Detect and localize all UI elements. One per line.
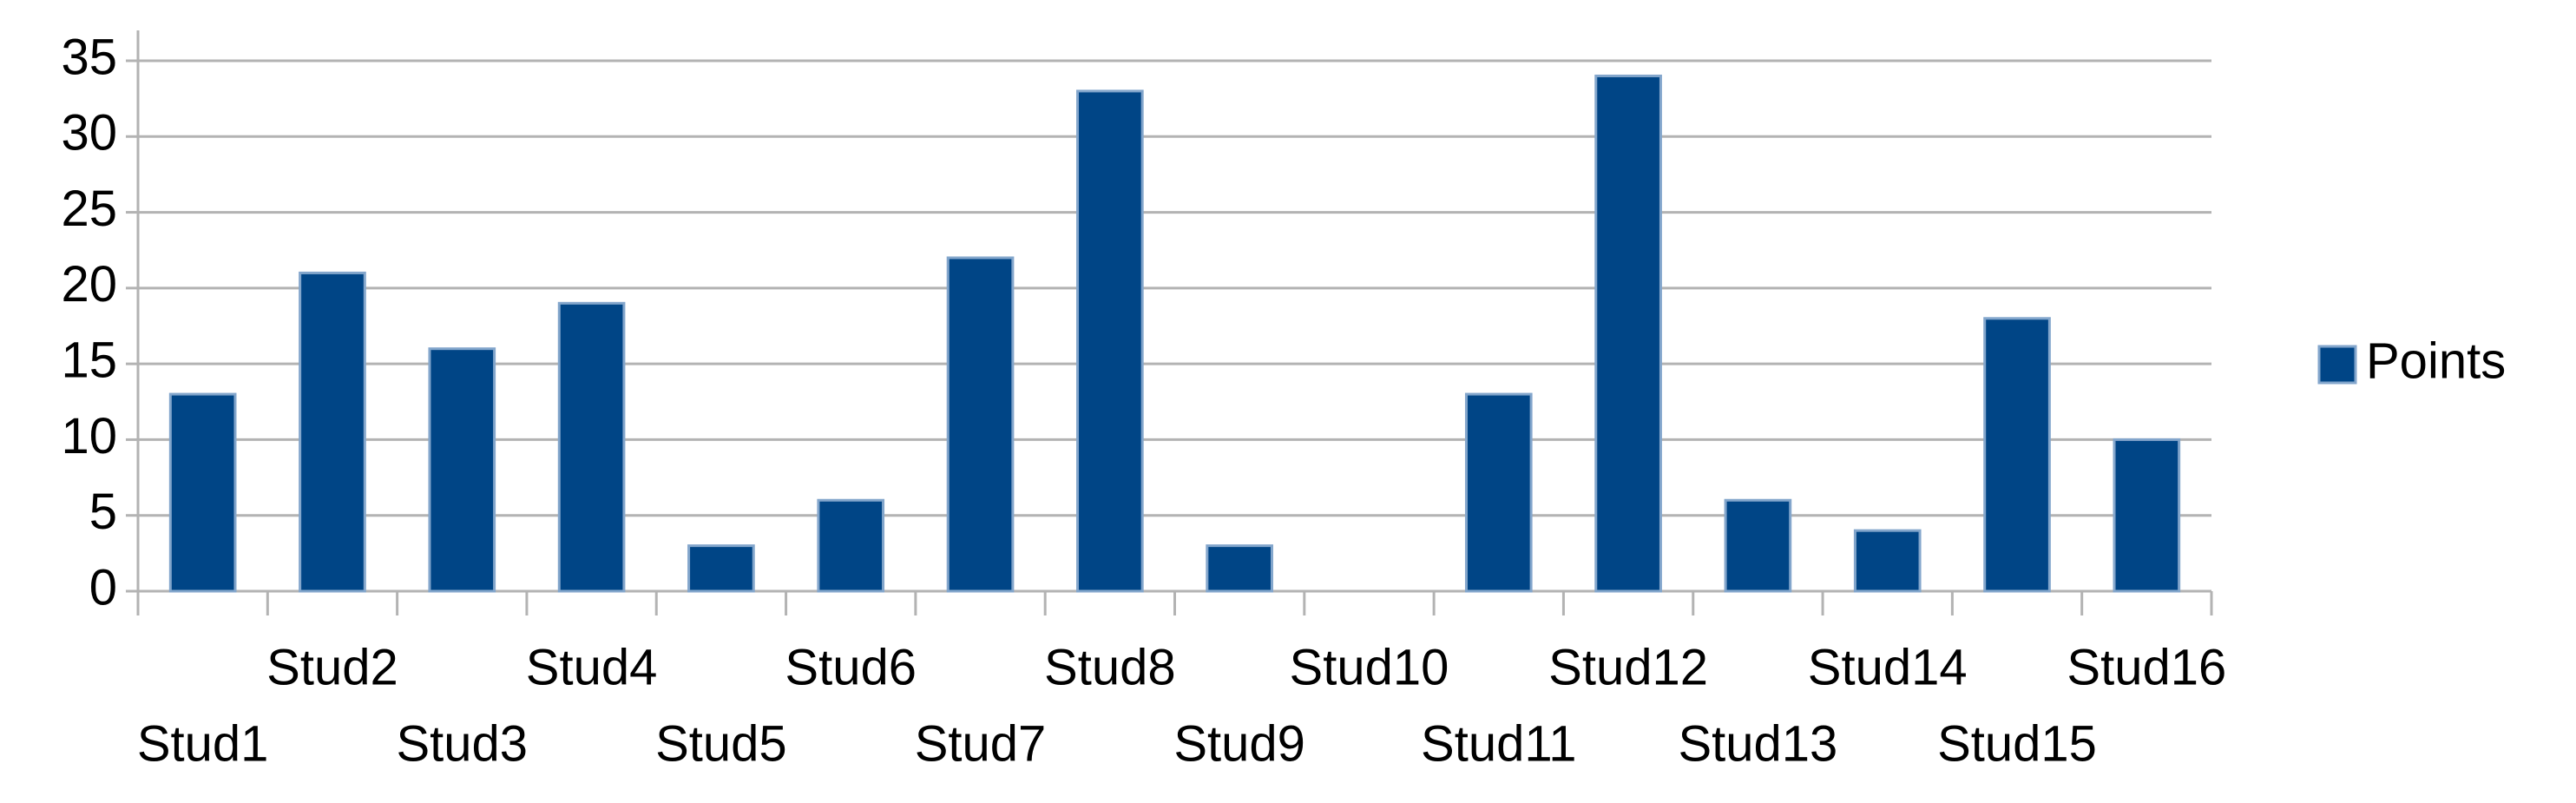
x-tick-label: Stud1	[137, 715, 269, 772]
bar	[557, 301, 626, 593]
x-tick-label: Stud13	[1678, 715, 1837, 772]
x-tick-label: Stud10	[1290, 639, 1449, 695]
x-tick-label: Stud3	[396, 715, 528, 772]
legend-marker	[2317, 345, 2357, 385]
legend-label: Points	[2366, 332, 2506, 389]
bar	[946, 256, 1015, 593]
bar	[168, 392, 237, 593]
x-tick-label: Stud12	[1548, 639, 1708, 695]
bar	[1464, 392, 1533, 593]
x-tick-label: Stud6	[785, 639, 917, 695]
bar	[1853, 529, 1922, 593]
x-tick-label: Stud14	[1808, 639, 1968, 695]
y-tick-label: 0	[89, 559, 117, 615]
y-tick-label: 35	[61, 29, 117, 85]
x-tick-label: Stud2	[266, 639, 398, 695]
bar	[1724, 498, 1792, 593]
bar	[687, 544, 755, 593]
bar	[1076, 89, 1144, 593]
x-tick-label: Stud11	[1421, 715, 1577, 772]
bar	[299, 271, 366, 593]
x-tick-label: Stud5	[655, 715, 787, 772]
x-tick-label: Stud8	[1044, 639, 1176, 695]
x-tick-label: Stud9	[1173, 715, 1305, 772]
bar	[1206, 544, 1273, 593]
x-tick-label: Stud15	[1937, 715, 2097, 772]
bar	[428, 347, 496, 593]
bar	[2113, 438, 2181, 593]
y-tick-label: 5	[89, 484, 117, 540]
y-tick-label: 30	[61, 105, 117, 161]
bar	[1594, 74, 1662, 593]
y-tick-label: 25	[61, 181, 117, 237]
y-tick-label: 15	[61, 332, 117, 388]
x-tick-label: Stud4	[526, 639, 658, 695]
x-tick-label: Stud16	[2067, 639, 2226, 695]
y-tick-label: 20	[61, 256, 117, 313]
bar	[1983, 317, 2051, 593]
x-tick-label: Stud7	[915, 715, 1047, 772]
y-tick-label: 10	[61, 408, 117, 464]
bar	[817, 498, 885, 593]
